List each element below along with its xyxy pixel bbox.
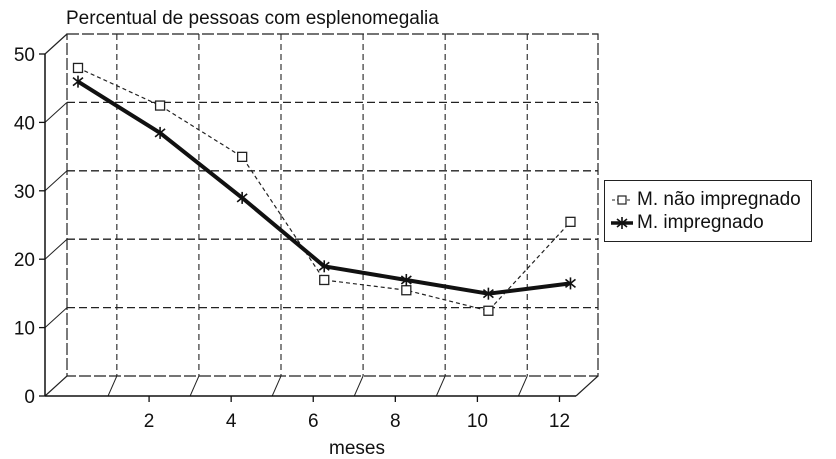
h-grid-side-20 (44, 238, 68, 260)
h-grid-side-40 (44, 102, 68, 123)
marker-square (565, 216, 576, 227)
marker-square (72, 62, 84, 74)
marker-star-d2 (400, 275, 412, 285)
x-tick-label-6: 6 (308, 411, 319, 432)
legend-item-1: M. impregnado (609, 212, 764, 234)
v-grid-floor-11 (517, 375, 528, 397)
series-0-point-3 (319, 274, 330, 286)
marker-square (154, 100, 166, 111)
series-1-point-5 (482, 287, 494, 300)
back-wall (66, 33, 599, 377)
x-tick-label-8: 8 (390, 411, 401, 432)
v-grid-floor-1 (107, 375, 118, 397)
marker-star-d2 (482, 289, 494, 299)
y-tick-label-40: 40 (14, 113, 35, 134)
series-0-point-5 (483, 305, 494, 316)
y-tick-label-0: 0 (24, 387, 35, 408)
series-0-point-6 (565, 216, 576, 227)
legend-label-1: M. impregnado (637, 212, 764, 233)
y-tick-label-50: 50 (14, 45, 35, 66)
floor-edge-right (575, 375, 599, 397)
marker-star-d2 (318, 261, 330, 271)
y-tick-label-10: 10 (14, 319, 35, 340)
x-tick-label-2: 2 (144, 411, 155, 432)
marker-square (237, 151, 248, 163)
marker-square (319, 274, 330, 286)
legend: M. não impregnado M. impregnado (604, 180, 812, 242)
h-grid-side-10 (44, 307, 68, 328)
series-1-point-6 (564, 277, 576, 290)
marker-star-d2 (564, 278, 576, 289)
marker-star-d2 (154, 128, 166, 138)
legend-label-0: M. não impregnado (637, 189, 801, 210)
series-1-point-2 (236, 191, 248, 204)
y-tick-labels: 0 10 20 30 40 50 (14, 45, 45, 408)
x-tick-labels: 2 4 6 8 10 12 (144, 396, 570, 432)
legend-swatch-0 (612, 195, 632, 205)
marker-star-d2 (236, 193, 248, 203)
y-tick-label-30: 30 (14, 182, 35, 203)
x-tick-label-4: 4 (226, 411, 237, 432)
series-1 (72, 75, 576, 300)
axes (44, 54, 576, 397)
v-grid-floor-5 (271, 375, 282, 397)
y-tick-label-20: 20 (14, 250, 35, 271)
plot-frame (44, 33, 599, 397)
series-0-point-2 (237, 151, 248, 163)
marker-star-d2 (72, 76, 84, 87)
grid-lines (44, 34, 598, 397)
series-1-point-3 (318, 260, 330, 273)
series-0-point-4 (401, 285, 412, 296)
v-grid-floor-9 (435, 375, 446, 397)
legend-swatch-1 (611, 217, 633, 229)
x-tick-label-10: 10 (467, 411, 488, 432)
series-1-point-0 (72, 75, 84, 88)
top-edge-left (44, 33, 68, 55)
series-line-0 (77, 67, 571, 312)
series-0-point-0 (72, 62, 84, 74)
x-axis-label: meses (329, 438, 385, 459)
series-0 (72, 62, 576, 316)
h-grid-side-30 (44, 170, 68, 192)
series-layer (72, 62, 576, 316)
v-grid-floor-7 (353, 375, 364, 397)
marker-square (401, 285, 412, 296)
x-tick-label-12: 12 (549, 411, 570, 432)
series-1-point-1 (154, 126, 166, 139)
chart-title: Percentual de pessoas com esplenomegalia (66, 8, 439, 29)
series-1-point-4 (400, 273, 412, 286)
legend-item-0: M. não impregnado (609, 189, 801, 211)
floor-edge-left (44, 375, 68, 397)
marker-square (483, 305, 494, 316)
v-grid-floor-3 (189, 375, 200, 397)
series-0-point-1 (154, 100, 166, 111)
